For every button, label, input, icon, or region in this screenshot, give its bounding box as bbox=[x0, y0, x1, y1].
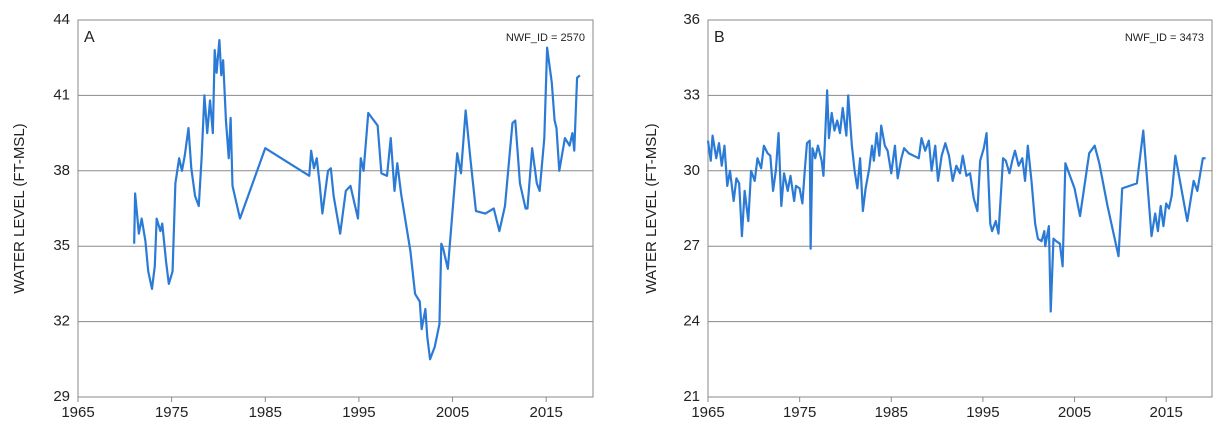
y-tick-label: 38 bbox=[53, 162, 70, 179]
x-tick-label: 2015 bbox=[1149, 404, 1182, 421]
annotation: NWF_ID = 3473 bbox=[1125, 32, 1204, 44]
x-tick-label: 1985 bbox=[249, 404, 282, 421]
y-axis-label: WATER LEVEL (FT-MSL) bbox=[643, 123, 660, 293]
y-tick-label: 41 bbox=[53, 86, 70, 103]
y-tick-label: 29 bbox=[53, 388, 70, 405]
y-tick-label: 44 bbox=[53, 11, 70, 28]
panel-1: 21 24 27 30 33 36 1965 1975 1985 1995 2005 2015 B NWF… bbox=[643, 11, 1213, 421]
data-line bbox=[133, 39, 581, 361]
plot-frame bbox=[707, 19, 1213, 398]
y-tick-label: 30 bbox=[683, 162, 700, 179]
x-tick-label: 1995 bbox=[342, 404, 375, 421]
y-tick-label: 24 bbox=[683, 313, 700, 330]
x-tick-label: 1995 bbox=[966, 404, 999, 421]
x-tick-label: 1985 bbox=[875, 404, 908, 421]
x-tick-label: 2015 bbox=[529, 404, 562, 421]
y-tick-label: 33 bbox=[683, 86, 700, 103]
plot-frame bbox=[77, 19, 594, 398]
x-tick-label: 1965 bbox=[61, 404, 94, 421]
x-tick-label: 1965 bbox=[691, 404, 724, 421]
panel-label: A bbox=[84, 29, 95, 46]
y-tick-label: 35 bbox=[53, 237, 70, 254]
y-tick-label: 27 bbox=[683, 237, 700, 254]
y-tick-label: 32 bbox=[53, 313, 70, 330]
x-tick-label: 1975 bbox=[783, 404, 816, 421]
x-tick-label: 1975 bbox=[155, 404, 188, 421]
y-tick-label: 21 bbox=[683, 388, 700, 405]
panel-label: B bbox=[714, 29, 725, 46]
data-line bbox=[706, 89, 1206, 313]
x-tick-label: 2005 bbox=[436, 404, 469, 421]
panel-0: 29 32 35 38 41 44 1965 1975 1985 1995 2005 2015 A NWF… bbox=[11, 11, 594, 421]
y-tick-label: 36 bbox=[683, 11, 700, 28]
y-axis-label: WATER LEVEL (FT-MSL) bbox=[11, 123, 28, 293]
annotation: NWF_ID = 2570 bbox=[506, 32, 585, 44]
x-tick-label: 2005 bbox=[1058, 404, 1091, 421]
